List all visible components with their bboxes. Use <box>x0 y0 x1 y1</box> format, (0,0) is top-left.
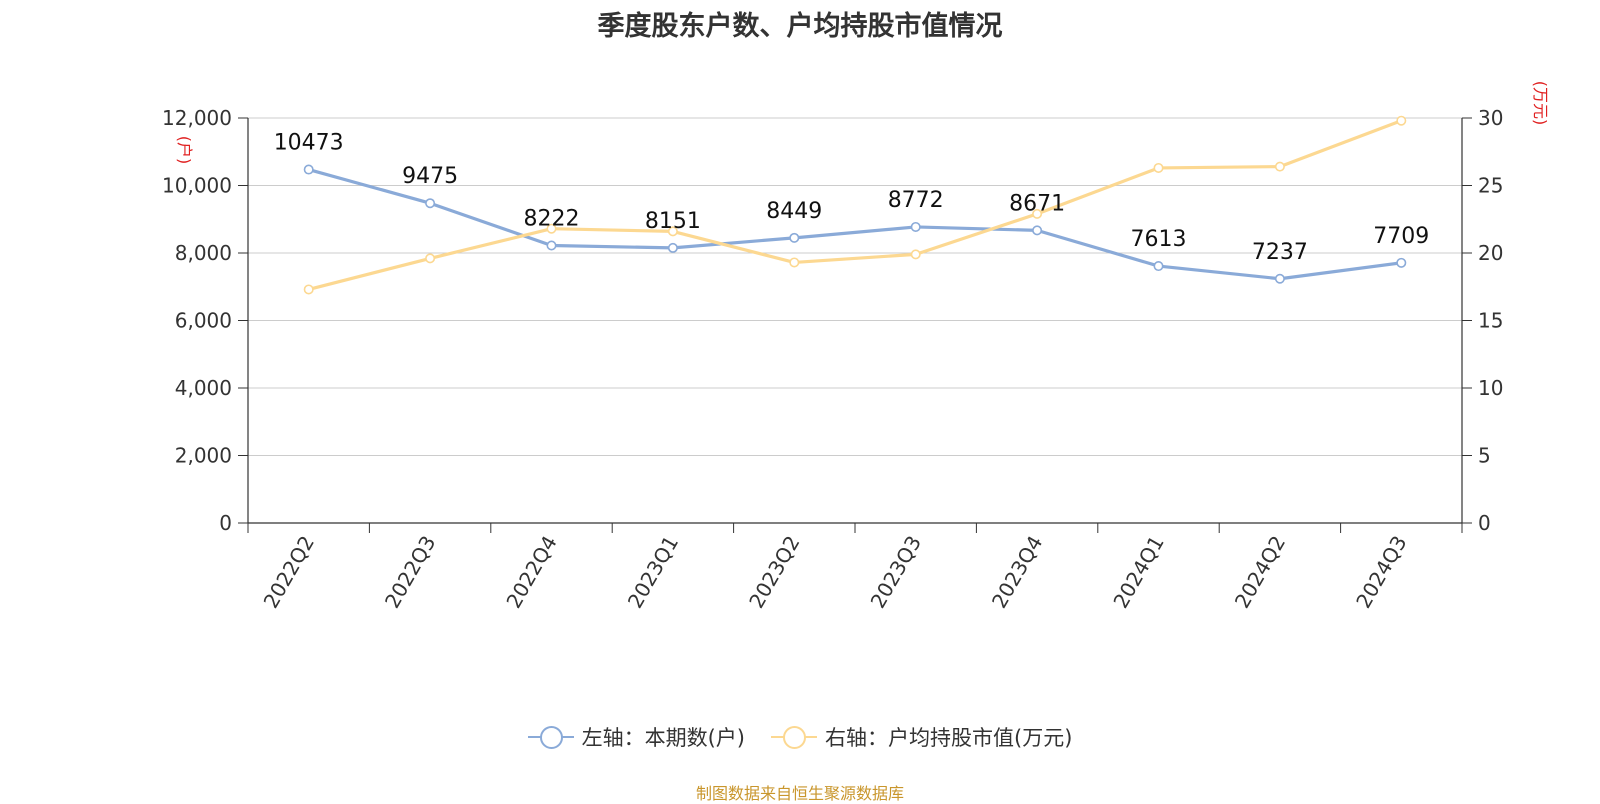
x-axis-tick-label: 2023Q1 <box>623 532 683 613</box>
data-label: 9475 <box>402 164 458 189</box>
x-axis-tick-label: 2023Q3 <box>866 532 926 613</box>
legend-avg-value-marker <box>771 725 817 749</box>
x-axis-tick-label: 2024Q2 <box>1230 532 1290 613</box>
right-axis-tick-label: 5 <box>1478 444 1491 468</box>
data-point <box>425 253 436 264</box>
data-point <box>546 223 557 234</box>
x-axis-tick-label: 2022Q3 <box>380 532 440 613</box>
left-axis-tick-label: 10,000 <box>162 174 232 198</box>
data-source-note: 制图数据来自恒生聚源数据库 <box>695 784 904 803</box>
left-axis-tick-label: 4,000 <box>175 376 232 400</box>
data-point <box>910 221 921 232</box>
x-axis-tick-label: 2023Q2 <box>744 532 804 613</box>
left-axis-tick-label: 8,000 <box>175 241 232 265</box>
left-axis-tick-label: 12,000 <box>162 106 232 130</box>
left-axis-tick-label: 2,000 <box>175 444 232 468</box>
left-axis-tick-label: 6,000 <box>175 309 232 333</box>
legend-households-marker <box>527 725 574 749</box>
data-point <box>910 249 921 260</box>
data-point <box>789 232 800 243</box>
x-axis-tick-label: 2024Q3 <box>1351 532 1411 613</box>
legend: 左轴：本期数(户) 右轴：户均持股市值(万元) <box>0 722 1600 752</box>
data-label: 7709 <box>1373 224 1429 249</box>
x-axis-tick-label: 2022Q2 <box>259 532 319 613</box>
series-line-1 <box>308 119 1402 292</box>
right-axis-tick-label: 25 <box>1478 174 1503 198</box>
left-axis-unit: (户) <box>175 136 194 165</box>
legend-item-avg-value[interactable]: 右轴：户均持股市值(万元) <box>771 722 1072 752</box>
axes: 0 2,000 4,000 6,000 8,000 10,000 12,000 0 5 10 15 2… <box>162 81 1550 612</box>
right-axis-tick-label: 0 <box>1478 511 1491 535</box>
data-label: 8151 <box>645 209 701 234</box>
data-label: 7613 <box>1131 227 1187 252</box>
x-axis-tick-label: 2022Q4 <box>501 532 561 613</box>
series <box>303 115 1407 295</box>
data-labels: 10473 9475 8222 8151 8449 8772 8671 7613 7237 770… <box>274 131 1430 265</box>
legend-households-label: 左轴：本期数(户) <box>581 726 745 750</box>
data-point <box>1032 225 1043 236</box>
data-point <box>1274 273 1285 284</box>
data-point <box>667 242 678 253</box>
series-line-0 <box>308 167 1402 281</box>
legend-avg-value-label: 右轴：户均持股市值(万元) <box>825 726 1073 750</box>
data-label: 8772 <box>888 188 944 213</box>
data-label: 8222 <box>524 207 580 232</box>
data-point <box>667 226 678 237</box>
data-label: 8449 <box>766 199 822 224</box>
legend-item-households[interactable]: 左轴：本期数(户) <box>527 722 745 752</box>
data-point <box>546 240 557 251</box>
right-axis-unit: (万元) <box>1531 81 1550 126</box>
x-axis-tick-label: 2024Q1 <box>1108 532 1168 613</box>
data-point <box>425 198 436 209</box>
data-point <box>789 257 800 268</box>
data-point <box>1274 161 1285 172</box>
data-point <box>1153 162 1164 173</box>
right-axis-tick-label: 15 <box>1478 309 1503 333</box>
data-point <box>1032 208 1043 219</box>
right-axis-tick-label: 10 <box>1478 376 1503 400</box>
data-point <box>1153 261 1164 272</box>
x-axis-tick-label: 2023Q4 <box>987 532 1047 613</box>
data-point <box>1396 257 1407 268</box>
data-point <box>303 164 314 175</box>
data-label: 8671 <box>1009 191 1065 216</box>
right-axis-tick-label: 30 <box>1478 106 1503 130</box>
data-point <box>1396 115 1407 126</box>
left-axis-tick-label: 0 <box>219 511 232 535</box>
data-label: 10473 <box>274 131 344 156</box>
chart-title: 季度股东户数、户均持股市值情况 <box>597 11 1003 42</box>
data-label: 7237 <box>1252 240 1308 265</box>
data-point <box>303 284 314 295</box>
right-axis-tick-label: 20 <box>1478 241 1503 265</box>
